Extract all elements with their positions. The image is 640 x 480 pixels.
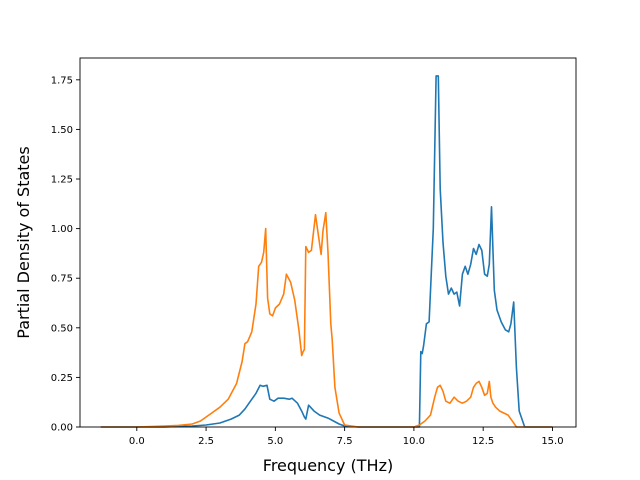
x-tick-label: 0.0 xyxy=(129,436,145,447)
x-tick-label: 5.0 xyxy=(267,436,283,447)
y-tick-label: 0.00 xyxy=(51,423,73,434)
y-tick-label: 1.50 xyxy=(51,125,73,136)
x-axis-label: Frequency (THz) xyxy=(263,456,393,475)
series-lines xyxy=(100,75,553,428)
y-tick-label: 1.00 xyxy=(51,224,73,235)
x-tick-label: 2.5 xyxy=(198,436,214,447)
x-tick-label: 15.0 xyxy=(541,436,563,447)
y-tick-label: 1.25 xyxy=(51,175,73,186)
y-axis-label: Partial Density of States xyxy=(14,146,33,338)
series-line-2 xyxy=(100,211,553,428)
x-tick-label: 10.0 xyxy=(403,436,425,447)
series-line-1 xyxy=(100,75,553,428)
y-tick-label: 1.75 xyxy=(51,75,73,86)
x-tick-label: 12.5 xyxy=(472,436,494,447)
y-tick-label: 0.75 xyxy=(51,274,73,285)
y-tick-label: 0.25 xyxy=(51,373,73,384)
y-tick-label: 0.50 xyxy=(51,323,73,334)
plot-frame xyxy=(79,57,577,428)
x-tick-label: 7.5 xyxy=(337,436,353,447)
axis-ticks: 0.0 2.5 5.0 7.5 10.0 12.5 15.0 0.00 0.25 0.50 0.75… xyxy=(51,75,564,447)
